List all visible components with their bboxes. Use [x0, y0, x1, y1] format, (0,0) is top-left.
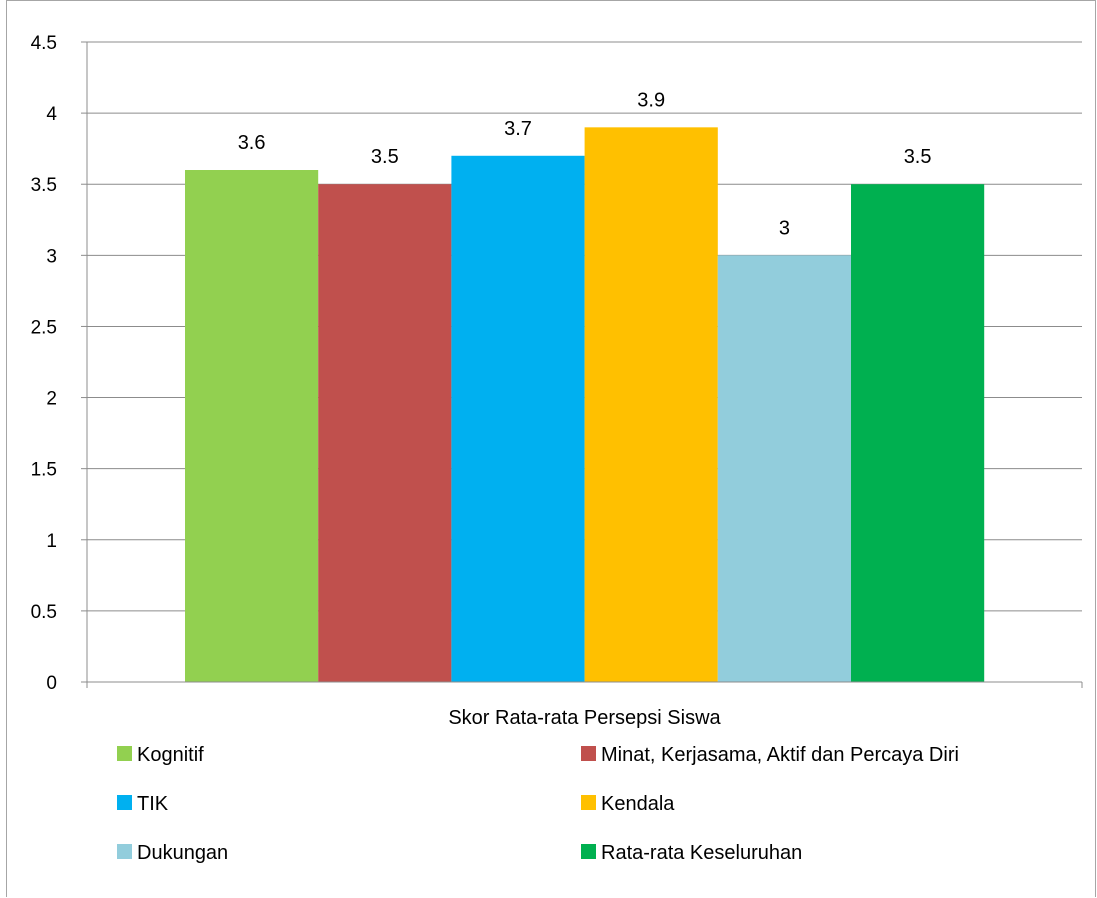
data-label: 3.5	[371, 146, 399, 168]
bar	[851, 184, 985, 682]
data-labels: 3.6 3.5 3.7 3.9 3 3.5	[238, 89, 932, 239]
bar	[717, 255, 851, 683]
bar	[318, 184, 452, 682]
y-tick-label: 1	[46, 531, 57, 552]
y-tick-label: 2	[46, 389, 57, 410]
bar-chart: 0 0.5 1 1.5 2 2.5 3 3.5 4 4.5 3.6 3.5 3.7 3.9 3 3.5 Sk…	[31, 33, 1083, 864]
legend-item: TIK	[117, 793, 169, 815]
y-axis: 0 0.5 1 1.5 2 2.5 3 3.5 4 4.5	[31, 33, 88, 694]
y-tick-label: 0.5	[31, 602, 57, 623]
x-axis	[86, 681, 1083, 688]
data-label: 3.5	[904, 146, 932, 168]
y-tick-label: 3.5	[31, 175, 57, 196]
bars	[185, 127, 985, 683]
y-tick-label: 0	[46, 673, 57, 694]
legend-swatch	[581, 795, 596, 810]
legend-item: Dukungan	[117, 842, 228, 864]
legend-label: Rata-rata Keseluruhan	[601, 842, 802, 864]
category-label: Skor Rata-rata Persepsi Siswa	[448, 707, 721, 729]
legend-item: Minat, Kerjasama, Aktif dan Percaya Diri	[581, 744, 959, 766]
legend-item: Kognitif	[117, 744, 204, 766]
data-label: 3	[779, 217, 790, 239]
y-tick-label: 4	[46, 104, 57, 125]
legend-swatch	[117, 795, 132, 810]
chart-frame: 0 0.5 1 1.5 2 2.5 3 3.5 4 4.5 3.6 3.5 3.7 3.9 3 3.5 Sk…	[6, 0, 1096, 897]
legend-item: Kendala	[581, 793, 675, 815]
y-tick-label: 3	[46, 246, 57, 267]
legend-label: Kognitif	[137, 744, 204, 766]
data-label: 3.7	[504, 118, 532, 140]
y-tick-label: 1.5	[31, 460, 57, 481]
legend-swatch	[581, 844, 596, 859]
bar	[451, 155, 585, 682]
bar	[185, 170, 319, 682]
legend-label: Dukungan	[137, 842, 228, 864]
legend-swatch	[581, 746, 596, 761]
legend-label: Kendala	[601, 793, 675, 815]
legend-item: Rata-rata Keseluruhan	[581, 842, 802, 864]
bar	[584, 127, 718, 683]
legend-swatch	[117, 844, 132, 859]
legend-swatch	[117, 746, 132, 761]
data-label: 3.9	[637, 89, 665, 111]
y-tick-label: 4.5	[31, 33, 57, 54]
legend-label: Minat, Kerjasama, Aktif dan Percaya Diri	[601, 744, 959, 766]
legend: Kognitif Minat, Kerjasama, Aktif dan Perc…	[117, 744, 959, 864]
data-label: 3.6	[238, 132, 266, 154]
y-tick-label: 2.5	[31, 317, 57, 338]
legend-label: TIK	[137, 793, 169, 815]
